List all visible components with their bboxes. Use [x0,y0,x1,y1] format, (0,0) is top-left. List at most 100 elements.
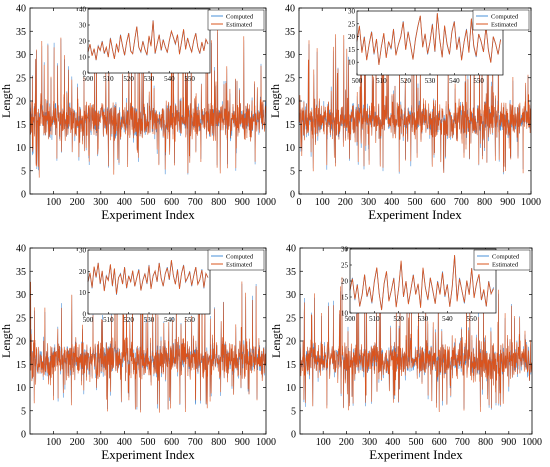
y-tick-label: 0 [21,430,26,441]
inset-series-estimated [349,254,494,311]
y-axis-label: Length [0,84,13,118]
y-axis-label: Length [269,324,283,358]
x-tick-label: 600 [431,197,446,208]
inset-y-tick-label: 15 [341,294,349,302]
inset-series-estimated [87,20,209,61]
inset-x-tick-label: 500 [345,315,356,323]
inset-x-tick-label: 540 [449,77,460,85]
x-axis-label: Experiment Index [368,207,462,222]
y-tick-label: 30 [286,290,296,301]
y-tick-label: 0 [21,190,26,201]
x-tick-label: 300 [93,437,108,448]
y-tick-label: 25 [16,313,26,324]
x-tick-label: 900 [235,197,250,208]
y-tick-label: 40 [285,4,295,15]
y-tick-label: 30 [16,290,26,301]
x-tick-label: 500 [409,437,424,448]
y-tick-label: 30 [16,50,26,61]
inset-x-tick-label: 520 [123,75,134,83]
x-tick-label: 800 [477,197,492,208]
inset-y-tick-label: 30 [348,8,356,16]
inset-x-tick-label: 510 [103,75,114,83]
inset-series-estimated [87,259,209,295]
inset-chart: 500 510 520 530 540 550 10 15 20 25 30 [341,246,497,323]
x-tick-label: 800 [478,437,493,448]
x-tick-label: 700 [188,437,203,448]
inset-x-tick-label: 510 [369,315,380,323]
x-tick-label: 200 [70,197,85,208]
x-tick-label: 400 [117,197,132,208]
y-axis-label: Length [0,324,13,358]
y-tick-label: 10 [286,383,296,394]
y-tick-label: 0 [290,190,295,201]
y-tick-label: 10 [16,383,26,394]
y-tick-label: 5 [21,166,26,177]
x-tick-label: 1000 [256,197,276,208]
inset-y-tick-label: 30 [79,247,87,255]
y-tick-label: 40 [16,244,26,255]
inset-background [88,250,210,314]
chart-panel-1: 100 200 300 400 500 600 700 800 900 1000051015202… [0,4,276,223]
inset-x-tick-label: 520 [400,77,411,85]
y-tick-label: 15 [286,360,296,371]
x-tick-label: 300 [362,437,377,448]
inset-y-tick-label: 10 [79,289,87,297]
inset-y-tick-label: 25 [348,20,356,28]
inset-x-tick-label: 530 [144,316,155,324]
legend-box [207,9,265,31]
x-tick-label: 500 [141,197,156,208]
y-tick-label: 0 [291,430,296,441]
y-tick-label: 25 [285,73,295,84]
inset-y-tick-label: 30 [79,22,87,30]
x-tick-label: 200 [339,437,354,448]
legend-label-estimated: Estimated [226,262,253,269]
inset-background [88,9,210,73]
inset-x-tick-label: 540 [164,75,175,83]
y-tick-label: 20 [286,337,296,348]
x-tick-label: 100 [315,197,330,208]
y-tick-label: 40 [286,244,296,255]
x-tick-label: 1000 [521,197,541,208]
y-tick-label: 5 [290,166,295,177]
legend-label-estimated: Estimated [492,262,519,269]
x-tick-label: 500 [141,437,156,448]
y-tick-label: 25 [286,313,296,324]
x-tick-label: 300 [361,197,376,208]
chart-panel-4: 100 200 300 400 500 600 700 800 900 1000051015202… [269,244,542,463]
legend-box [473,249,531,271]
inset-y-tick-label: 10 [341,310,349,318]
x-tick-label: 1000 [522,437,542,448]
series-estimated [30,27,266,178]
series-estimated [299,31,531,174]
inset-x-tick-label: 540 [442,315,453,323]
y-tick-label: 15 [16,360,26,371]
legend-label-estimated: Estimated [226,22,253,29]
inset-x-tick-label: 510 [103,316,114,324]
x-tick-label: 700 [455,437,470,448]
x-tick-label: 900 [500,197,515,208]
x-tick-label: 600 [164,197,179,208]
inset-x-tick-label: 550 [473,77,484,85]
x-tick-label: 400 [117,437,132,448]
y-tick-label: 15 [285,120,295,131]
inset-y-tick-label: 40 [79,6,87,14]
series-estimated [30,280,266,413]
inset-x-tick-label: 530 [144,75,155,83]
inset-x-tick-label: 500 [83,75,94,83]
y-tick-label: 35 [286,267,296,278]
inset-y-tick-label: 25 [341,262,349,270]
inset-y-tick-label: 30 [341,246,349,254]
x-tick-label: 1000 [256,437,276,448]
y-tick-label: 30 [285,50,295,61]
x-tick-label: 900 [501,437,516,448]
y-tick-label: 15 [16,120,26,131]
inset-y-tick-label: 0 [83,70,87,78]
x-tick-label: 400 [385,437,400,448]
inset-x-tick-label: 550 [466,315,477,323]
legend-box [472,9,530,31]
x-tick-label: 100 [46,437,61,448]
